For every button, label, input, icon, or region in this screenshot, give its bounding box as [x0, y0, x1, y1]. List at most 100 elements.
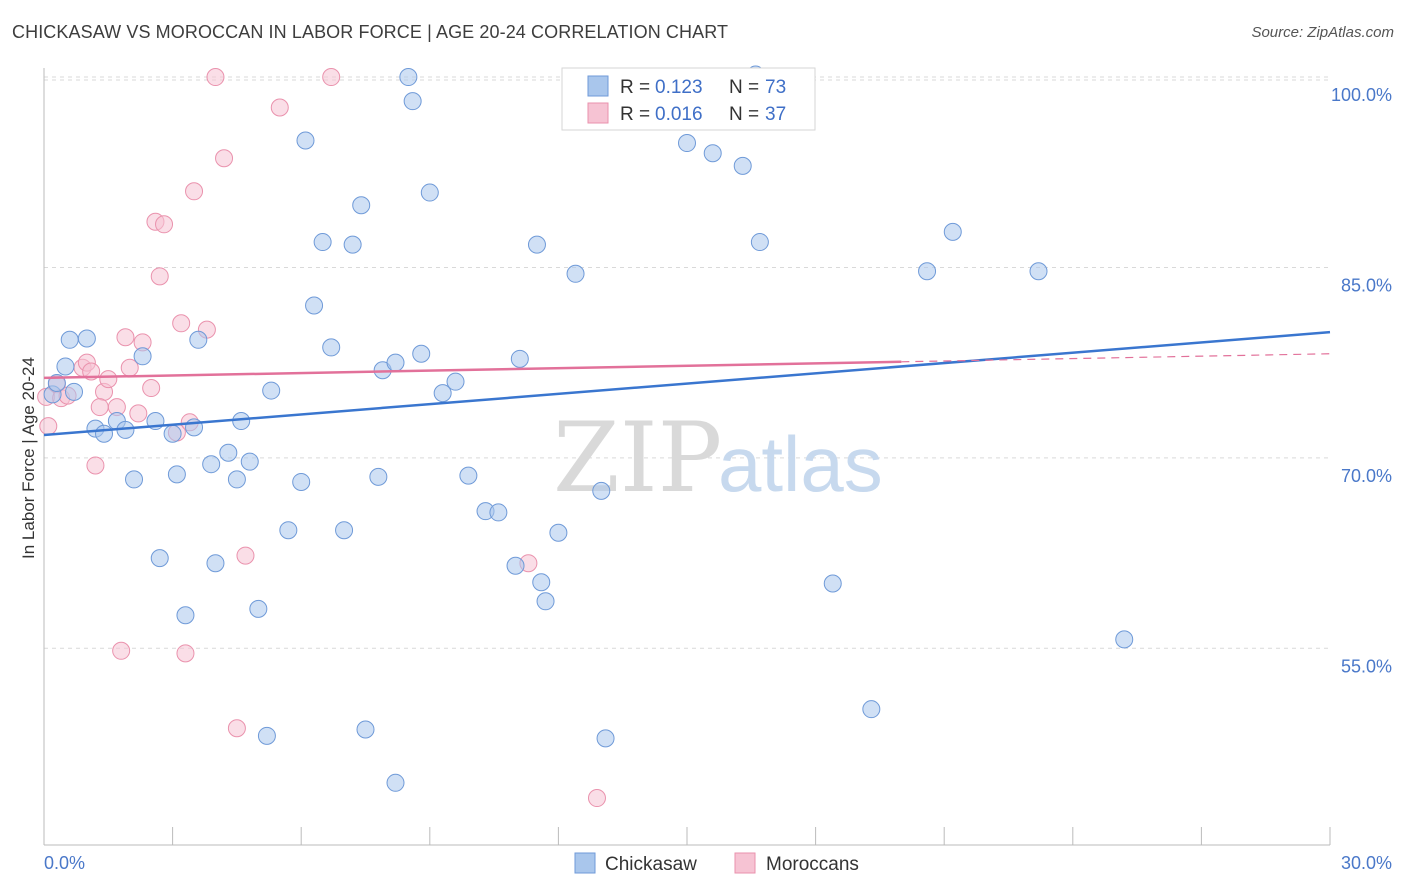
chickasaw-point — [279, 521, 298, 540]
moroccan-point — [99, 370, 118, 389]
chickasaw-point — [549, 523, 568, 542]
moroccan-point — [215, 149, 234, 168]
chickasaw-point — [510, 349, 529, 368]
chickasaw-point — [56, 357, 75, 376]
chickasaw-point — [678, 134, 696, 153]
y-tick-label: 85.0% — [1341, 275, 1392, 295]
chickasaw-point — [133, 347, 152, 366]
chickasaw-point — [386, 353, 405, 372]
y-tick-label: 100.0% — [1331, 85, 1392, 105]
chickasaw-point — [862, 700, 881, 719]
legend-n-value: 37 — [765, 104, 786, 125]
moroccan-point — [129, 404, 148, 423]
moroccan-point — [206, 68, 225, 87]
chickasaw-point — [150, 549, 169, 568]
moroccan-point — [142, 379, 161, 398]
source-credit: Source: ZipAtlas.com — [1251, 24, 1394, 41]
chickasaw-point — [227, 470, 246, 489]
chickasaw-point — [95, 424, 114, 443]
moroccan-point — [155, 215, 174, 234]
chickasaw-point — [60, 330, 79, 349]
moroccan-point — [112, 641, 131, 660]
chickasaw-point — [1029, 262, 1048, 281]
watermark-atlas: atlas — [718, 420, 883, 508]
chickasaw-point — [206, 554, 225, 573]
chickasaw-trend-line — [43, 330, 1331, 437]
legend-swatch-moroccan — [587, 102, 609, 124]
chickasaw-point — [943, 222, 962, 241]
chickasaw-point — [176, 606, 195, 625]
chickasaw-point — [240, 452, 259, 471]
legend-n-label: N = — [729, 104, 759, 125]
legend-r-value: 0.123 — [655, 77, 703, 98]
y-tick-labels: 100.0% 85.0% 70.0% 55.0% — [1331, 85, 1392, 676]
chart-title: CHICKASAW VS MOROCCAN IN LABOR FORCE | A… — [12, 22, 729, 42]
chickasaw-point — [292, 472, 311, 491]
chickasaw-point — [296, 131, 315, 150]
chickasaw-point — [305, 296, 324, 315]
moroccan-point — [322, 68, 341, 87]
chickasaw-point — [459, 466, 478, 485]
chickasaw-point — [356, 720, 375, 739]
chickasaw-point — [335, 521, 354, 540]
legend-r-label: R = — [620, 77, 650, 98]
moroccan-trend-line — [43, 360, 902, 380]
moroccan-point — [587, 789, 606, 808]
watermark-zip: ZIP — [553, 402, 722, 514]
legend-r-label: R = — [620, 104, 650, 125]
bottom-legend-moroccans: Moroccans — [766, 854, 859, 875]
moroccan-point — [227, 719, 246, 738]
legend-swatch-chickasaw — [587, 75, 609, 97]
chickasaw-point — [733, 156, 752, 175]
chickasaw-point — [750, 233, 769, 252]
moroccan-trend-extension — [901, 353, 1331, 363]
watermark: ZIP atlas — [553, 402, 883, 514]
chickasaw-point — [322, 338, 341, 357]
chickasaw-point — [399, 68, 418, 87]
chickasaw-point — [1115, 630, 1134, 649]
chickasaw-point — [532, 573, 551, 592]
chickasaw-point — [403, 92, 422, 111]
legend-n-value: 73 — [765, 77, 786, 98]
moroccan-point — [39, 417, 58, 436]
moroccan-point — [172, 314, 191, 333]
chickasaw-point — [596, 729, 615, 748]
chickasaw-point — [77, 329, 96, 348]
chickasaw-point — [592, 481, 611, 500]
chickasaw-point — [125, 470, 144, 489]
moroccan-point — [86, 456, 105, 475]
chickasaw-point — [232, 412, 251, 431]
chickasaw-point — [65, 382, 84, 401]
chickasaw-point — [202, 455, 221, 474]
bottom-legend-swatch-chickasaw — [574, 852, 596, 874]
x-tick-label: 30.0% — [1341, 853, 1392, 873]
chickasaw-point — [163, 424, 182, 443]
trend-lines — [43, 330, 1331, 437]
moroccan-point — [116, 328, 135, 347]
chickasaw-point — [262, 381, 281, 400]
moroccan-point — [270, 98, 289, 117]
chickasaw-point — [189, 330, 208, 349]
chickasaw-point — [446, 372, 465, 391]
chickasaw-point — [566, 264, 585, 283]
chickasaw-point — [420, 183, 439, 202]
chickasaw-point — [506, 556, 525, 575]
bottom-legend: Chickasaw Moroccans — [574, 852, 859, 875]
moroccan-point — [176, 644, 195, 663]
y-tick-label: 55.0% — [1341, 656, 1392, 676]
chickasaw-point — [386, 773, 405, 792]
chickasaw-point — [412, 344, 431, 363]
legend: R = 0.123 N = 73 R = 0.016 N = 37 — [561, 67, 816, 131]
chickasaw-point — [433, 384, 452, 403]
x-tick-label: 0.0% — [44, 853, 85, 873]
chickasaw-point — [527, 235, 546, 254]
chickasaw-point — [918, 262, 937, 281]
chickasaw-point — [167, 465, 186, 484]
chickasaw-point — [313, 233, 332, 252]
chickasaw-point — [352, 196, 371, 215]
chickasaw-point — [343, 235, 362, 254]
y-tick-label: 70.0% — [1341, 466, 1392, 486]
chickasaw-point — [219, 443, 238, 462]
chickasaw-point — [823, 574, 842, 593]
